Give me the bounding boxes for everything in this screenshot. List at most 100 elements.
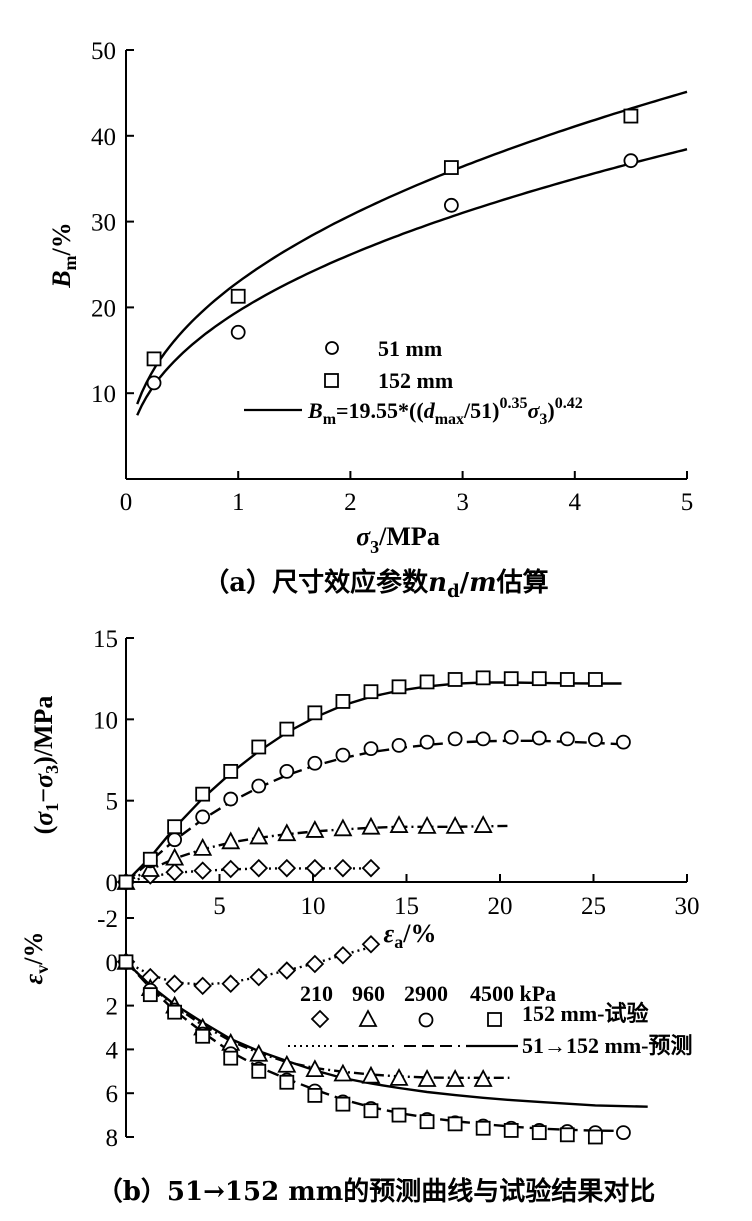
- stress-marker-960-kPa: [221, 831, 241, 850]
- panel-b-y-bottom-tick-label: -2: [97, 906, 118, 933]
- strain-marker-4500-kPa: [559, 1127, 575, 1143]
- legend-pressure-2900: 2900: [404, 981, 448, 1006]
- strain-marker-4500-kPa: [142, 987, 158, 1003]
- stress-marker-2900-kPa: [419, 734, 435, 750]
- panel-b: 5 10 15 20 25 30 0 5 10 15 -2 0 2 4 6 8 (σ1−σ3)/MPa εv/…: [19, 626, 700, 1207]
- strain-marker-960-kPa: [277, 1054, 297, 1073]
- strain-marker-4500-kPa: [195, 1028, 211, 1044]
- stress-marker-960-kPa: [333, 818, 353, 837]
- legend-pressure-210: 210: [300, 981, 333, 1006]
- marker-51mm: [443, 197, 459, 213]
- panel-b-x-tick-label: 20: [488, 893, 513, 920]
- stress-marker-4500-kPa: [391, 679, 407, 695]
- stress-marker-960-kPa: [361, 816, 381, 835]
- strain-marker-4500-kPa: [307, 1087, 323, 1103]
- panel-a-x-tick-label: 3: [456, 489, 469, 516]
- panel-a-x-tick-label: 1: [232, 489, 245, 516]
- stress-marker-2900-kPa: [447, 731, 463, 747]
- marker-152mm: [230, 288, 246, 304]
- stress-marker-4500-kPa: [142, 851, 158, 867]
- stress-marker-960-kPa: [445, 815, 465, 834]
- panel-b-y-top-tick-label: 10: [93, 707, 118, 734]
- stress-marker-960-kPa: [277, 823, 297, 842]
- stress-marker-210-kPa: [193, 861, 212, 880]
- panel-b-legend: 210 960 2900 4500 kPa 152 mm-试验 51→152 m…: [288, 981, 692, 1058]
- stress-marker-4500-kPa: [279, 721, 295, 737]
- stress-marker-210-kPa: [305, 858, 325, 878]
- strain-marker-4500-kPa: [531, 1125, 547, 1141]
- panel-b-ylabel-bottom: εv/%: [19, 932, 52, 985]
- marker-152mm: [146, 351, 162, 367]
- stress-marker-210-kPa: [277, 858, 297, 878]
- stress-marker-4500-kPa: [419, 674, 435, 690]
- stress-marker-2900-kPa: [616, 734, 631, 750]
- stress-marker-960-kPa: [389, 815, 409, 833]
- panel-a-y-tick-label: 40: [91, 124, 116, 151]
- stress-marker-2900-kPa: [223, 791, 239, 807]
- panel-b-y-top-tick-label: 15: [93, 626, 118, 653]
- marker-152mm: [623, 108, 639, 124]
- strain-marker-960-kPa: [305, 1059, 325, 1078]
- stress-marker-4500-kPa: [335, 694, 351, 709]
- stress-marker-4500-kPa: [447, 672, 463, 687]
- stress-marker-4500-kPa: [503, 671, 519, 687]
- stress-marker-960-kPa: [193, 837, 213, 856]
- fit-curve-152mm: [136, 90, 688, 405]
- strain-marker-4500-kPa: [279, 1074, 295, 1090]
- panel-a-x-tick-label: 2: [344, 489, 357, 516]
- strain-marker-4500-kPa: [335, 1096, 351, 1112]
- panel-b-y-top-tick-label: 0: [106, 870, 119, 897]
- marker-51mm: [146, 375, 162, 391]
- panel-a-axes: [125, 50, 687, 480]
- panel-b-y-bottom-tick-label: 4: [106, 1037, 119, 1064]
- strain-marker-210-kPa: [361, 935, 381, 954]
- panel-a-markers: [146, 108, 639, 391]
- stress-marker-210-kPa: [165, 862, 184, 882]
- legend-pressure-960: 960: [352, 981, 385, 1006]
- legend-152mm-label: 152 mm: [378, 368, 453, 393]
- strain-marker-960-kPa: [445, 1069, 465, 1087]
- panel-b-x-tick-label: 5: [213, 893, 226, 920]
- strain-marker-210-kPa: [221, 974, 240, 993]
- stress-marker-210-kPa: [361, 858, 381, 878]
- legend-square-marker: [487, 1012, 502, 1027]
- panel-b-xlabel: εa/%: [384, 919, 437, 952]
- stress-marker-2900-kPa: [335, 747, 351, 763]
- panel-a-x-tick-label: 5: [681, 489, 694, 516]
- stress-marker-210-kPa: [221, 859, 240, 879]
- panel-b-markers: [116, 670, 631, 1145]
- stress-marker-2900-kPa: [391, 737, 407, 753]
- panel-a-xlabel: σ3/MPa: [356, 522, 440, 557]
- stress-marker-4500-kPa: [587, 672, 603, 687]
- panel-a-y-tick-label: 20: [91, 295, 116, 322]
- panel-b-y-bottom-tick-label: 2: [106, 994, 119, 1021]
- stress-curve-210-kPa: [125, 867, 371, 884]
- legend-triangle-marker: [358, 1009, 378, 1027]
- stress-marker-2900-kPa: [531, 730, 547, 746]
- strain-marker-960-kPa: [389, 1067, 409, 1086]
- panel-b-prediction-curves: [125, 681, 648, 1133]
- stress-marker-4500-kPa: [251, 739, 267, 755]
- legend-51mm-marker: [325, 341, 339, 355]
- panel-b-y-bottom-tick-label: 8: [106, 1125, 119, 1152]
- panel-a-x-tick-label: 4: [569, 489, 582, 516]
- strain-marker-4500-kPa: [447, 1116, 463, 1132]
- marker-51mm: [623, 153, 639, 169]
- stress-marker-2900-kPa: [559, 731, 575, 747]
- strain-marker-4500-kPa: [251, 1063, 267, 1079]
- panel-b-ylabel-top: (σ1−σ3)/MPa: [29, 696, 62, 835]
- strain-marker-4500-kPa: [419, 1114, 435, 1130]
- legend-circle-marker: [418, 1012, 434, 1028]
- panel-a-caption: （a）尺寸效应参数nd/m估算: [203, 567, 548, 602]
- panel-b-x-tick-label: 15: [394, 893, 419, 920]
- fit-curve-51mm: [136, 148, 688, 416]
- strain-marker-960-kPa: [249, 1043, 269, 1062]
- stress-marker-4500-kPa: [475, 670, 491, 686]
- stress-marker-210-kPa: [249, 858, 269, 878]
- legend-fit-formula: Bm=19.55*((dmax/51)0.35σ3)0.42: [307, 395, 583, 428]
- stress-curve-960-kPa: [125, 824, 510, 884]
- stress-marker-960-kPa: [473, 815, 493, 833]
- panel-a: 0 1 2 3 4 5 10 20 30 40 50 σ3/MPa Bm/% 51 mm 152 m…: [47, 38, 693, 602]
- stress-marker-960-kPa: [165, 847, 185, 866]
- legend-diamond-marker: [310, 1009, 330, 1029]
